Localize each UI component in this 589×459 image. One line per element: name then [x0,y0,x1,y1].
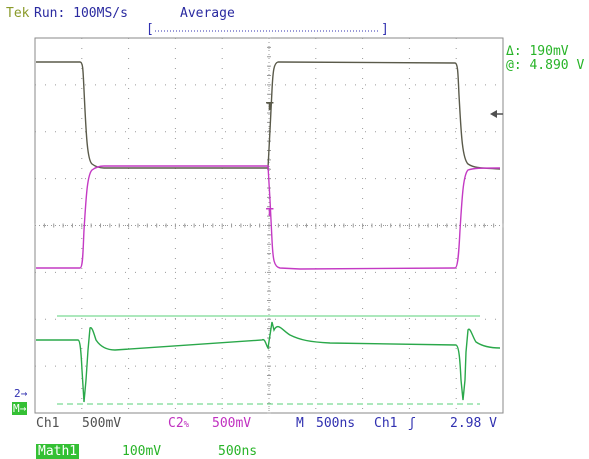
acquisition-mode: Average [180,6,235,21]
trigger-source[interactable]: Ch1 [374,416,398,431]
math-ground-marker[interactable]: M→ [12,402,28,415]
cursor-delta-readout: Δ: 190mV [506,44,569,59]
math-scale[interactable]: 100mV [122,444,162,459]
math-waveform [36,321,501,403]
svg-text:[: [ [146,22,154,37]
trigger-rising-edge-icon: ʃ [408,416,416,431]
ch1-label[interactable]: Ch1 [36,416,60,431]
ch2-label[interactable]: C2% [168,416,189,433]
ch2-bandwidth-icon: % [183,420,190,430]
brand-label: Tek [6,6,30,21]
timebase-value[interactable]: 500ns [316,416,356,431]
ch1-waveform [36,61,501,170]
run-status: Run: 100MS/s [34,6,128,21]
ch2-trigger-mark-icon: T [266,206,274,219]
record-indicator: [ ] [146,22,389,37]
ch2-scale[interactable]: 500mV [212,416,252,431]
ch2-waveform [36,165,501,270]
math-label[interactable]: Math1 [36,444,80,459]
graticule-grid [34,37,504,414]
svg-text:]: ] [381,22,389,37]
ch2-label-text: C2 [168,416,184,431]
cursor-position-readout: @: 4.890 V [506,58,585,73]
trigger-level-arrow-icon[interactable] [490,110,497,118]
trigger-level[interactable]: 2.98 V [450,416,497,431]
timebase-label[interactable]: M [296,416,304,431]
ch1-scale[interactable]: 500mV [82,416,122,431]
ch2-ground-marker[interactable]: 2→ [14,387,28,400]
ch1-trigger-mark-icon: T [266,100,274,113]
math-time[interactable]: 500ns [218,444,258,459]
